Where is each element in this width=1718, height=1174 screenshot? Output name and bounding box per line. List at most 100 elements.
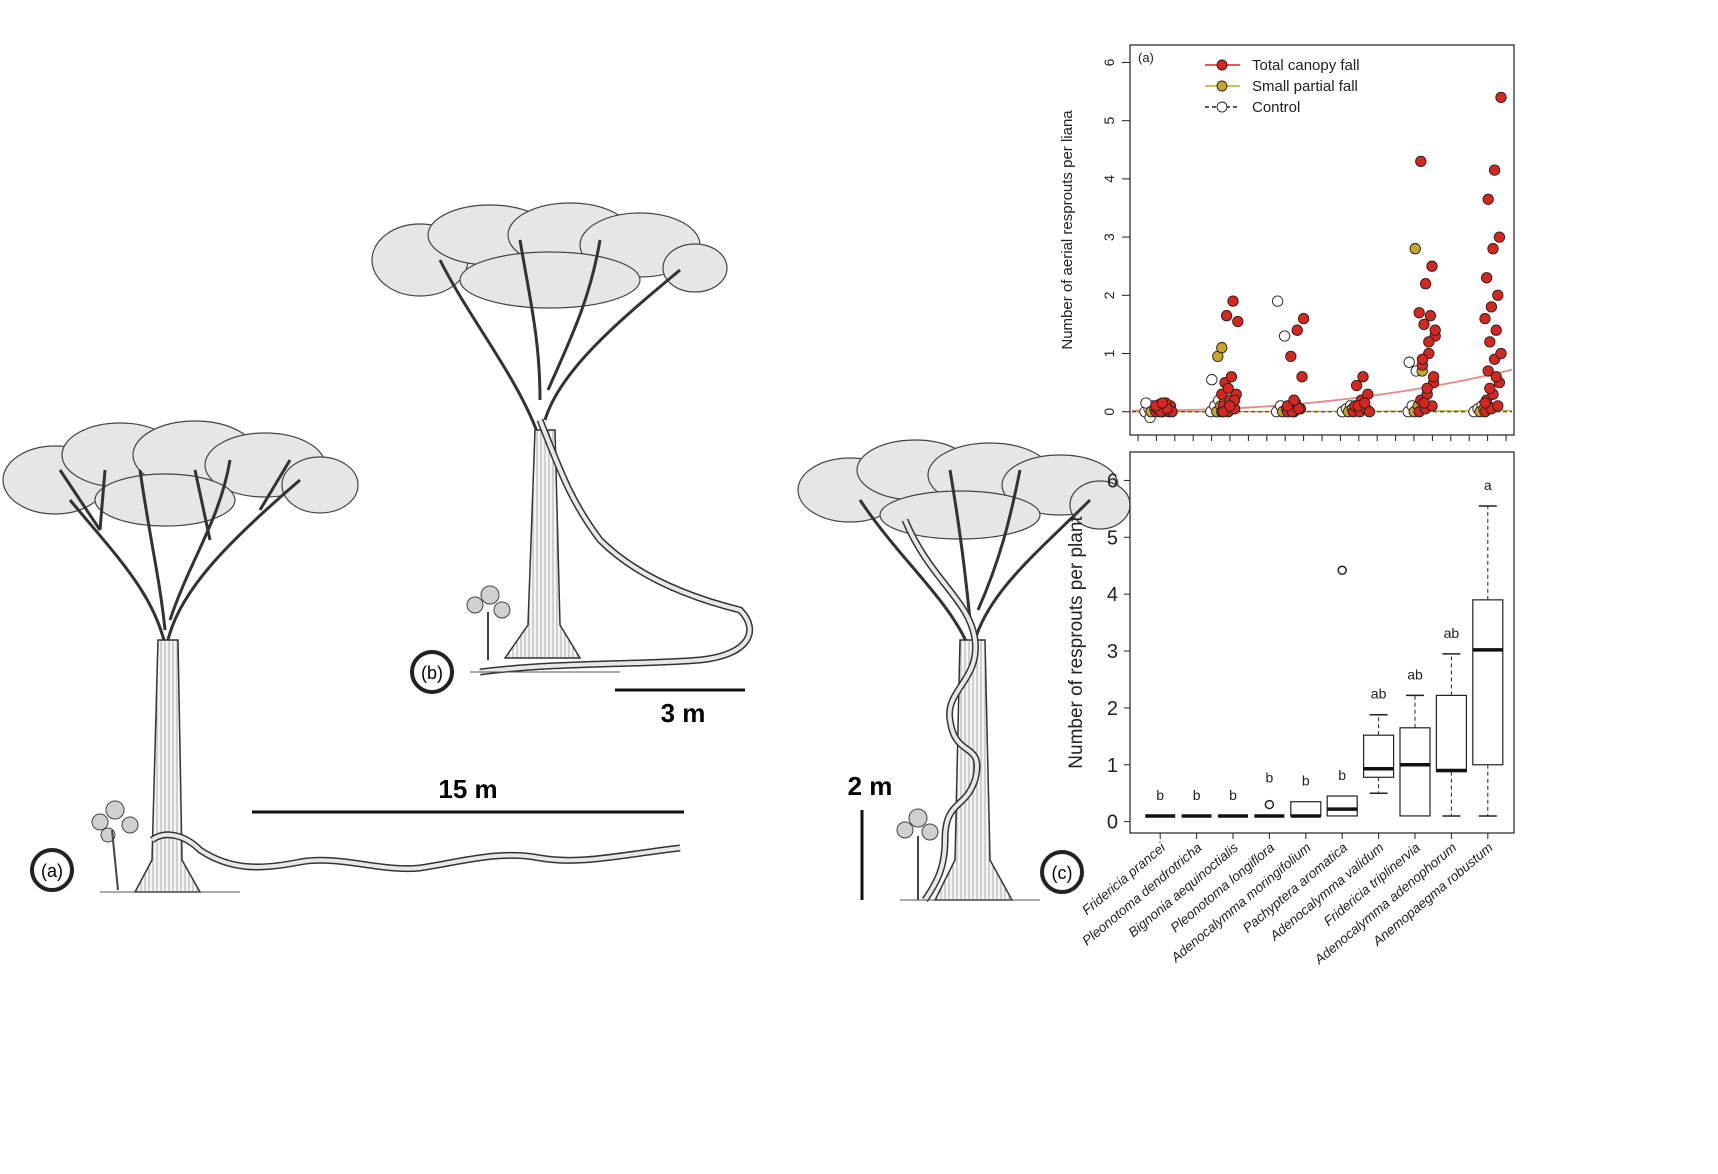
- box: [1435, 694, 1467, 773]
- scatter-point: [1288, 394, 1300, 406]
- scatter-point: [1418, 397, 1430, 409]
- group-letter: b: [1266, 770, 1274, 786]
- tree-a-canopy: [2, 420, 359, 527]
- scatter-y-tick-label: 0: [1101, 408, 1117, 416]
- boxplot-y-axis-label: Number of resprouts per plant: [1066, 516, 1087, 769]
- tree-b-liana: [479, 418, 753, 676]
- trend-line-0: [1131, 368, 1513, 412]
- group-letter: b: [1338, 767, 1346, 783]
- scatter-y-axis-label: Number of aerial resprouts per liana: [1059, 110, 1076, 350]
- group-letter: b: [1156, 787, 1164, 803]
- scatter-point: [1487, 243, 1499, 255]
- legend-marker: [1216, 80, 1228, 92]
- group-letter: ab: [1407, 666, 1423, 682]
- scatter-point: [1429, 324, 1441, 336]
- scatter-y-tick-label: 1: [1101, 349, 1117, 357]
- legend-label: Control: [1252, 99, 1300, 116]
- tree-b: [371, 202, 753, 676]
- scatter-panel-label: (a): [1138, 50, 1154, 65]
- scale-label-a: 15 m: [438, 774, 497, 804]
- scatter-point: [1479, 312, 1491, 325]
- scatter-point: [1156, 397, 1169, 409]
- scatter-point: [1488, 164, 1501, 176]
- scatter-point: [1296, 371, 1308, 383]
- scatter-point: [1227, 295, 1239, 307]
- group-letter: b: [1229, 787, 1237, 803]
- scatter-point: [1493, 231, 1506, 243]
- scatter-point: [1409, 243, 1421, 255]
- boxplot-y-tick-label: 5: [1107, 527, 1118, 549]
- scatter-point: [1480, 272, 1493, 284]
- tree-b-branches: [438, 239, 681, 441]
- panel-c-label: (c): [1040, 850, 1084, 894]
- scatter-y-tick-label: 4: [1101, 175, 1117, 183]
- scatter-point: [1495, 347, 1507, 360]
- tree-c-branches: [858, 469, 1092, 651]
- panel-a-text: (a): [41, 861, 63, 881]
- scatter-point: [1482, 365, 1494, 377]
- legend-label: Small partial fall: [1252, 78, 1358, 95]
- scatter-point: [1271, 295, 1284, 307]
- box: [1363, 734, 1395, 778]
- panel-c-text: (c): [1052, 863, 1073, 883]
- tree-b-canopy: [371, 202, 728, 309]
- scatter-point: [1419, 278, 1432, 290]
- group-letter: ab: [1444, 625, 1460, 641]
- legend-marker: [1216, 101, 1228, 113]
- tree-c: [797, 439, 1131, 902]
- scale-label-b: 3 m: [661, 698, 706, 728]
- scatter-point: [1293, 403, 1305, 415]
- scatter-axes: 0 1 2 3 4 5 6 Number of aerial resprouts per li…: [1059, 44, 1515, 441]
- scatter-point: [1423, 336, 1435, 348]
- scatter-point: [1216, 342, 1228, 354]
- scatter-point: [1220, 310, 1233, 322]
- scatter-points: [1139, 91, 1507, 424]
- scatter-point: [1418, 318, 1430, 331]
- scatter-point: [1427, 371, 1440, 383]
- boxplot-y-tick-label: 1: [1107, 755, 1118, 777]
- boxplot-axes: 0 1 2 3 4 5 6 Number of resprouts per plant: [1066, 451, 1515, 834]
- legend-marker: [1216, 59, 1228, 71]
- liana-illustration: (a) 15 m (b) 3 m: [2, 202, 1131, 902]
- scatter-point: [1222, 382, 1234, 395]
- scatter-point: [1479, 397, 1491, 409]
- scatter-point: [1285, 350, 1297, 363]
- boxplot-y-tick-label: 4: [1107, 584, 1118, 606]
- scatter-point: [1415, 155, 1427, 168]
- panel-a-label: (a): [30, 848, 74, 892]
- scatter-point: [1297, 312, 1310, 325]
- scatter-point: [1416, 353, 1429, 365]
- scatter-point: [1357, 371, 1369, 383]
- box-outlier: [1264, 799, 1275, 810]
- scatter-point: [1278, 330, 1291, 342]
- scatter-point: [1482, 193, 1494, 205]
- group-letter: a: [1484, 477, 1492, 493]
- scatter-point: [1484, 336, 1496, 348]
- panel-b-label: (b): [410, 650, 454, 694]
- scatter-point: [1485, 301, 1498, 313]
- scatter-point: [1492, 400, 1504, 412]
- boxplot-y-tick-label: 3: [1107, 641, 1118, 663]
- boxplot-y-tick-label: 6: [1107, 470, 1118, 492]
- boxplot-y-tick-label: 0: [1107, 812, 1118, 834]
- scatter-point: [1484, 382, 1496, 395]
- box: [1399, 727, 1431, 817]
- scatter-point: [1413, 307, 1425, 319]
- scatter-y-tick-label: 2: [1101, 291, 1117, 299]
- scatter-y-tick-label: 3: [1101, 233, 1117, 241]
- scatter-point: [1492, 289, 1504, 301]
- box: [1290, 801, 1322, 817]
- scatter-point: [1426, 260, 1438, 272]
- box: [1326, 795, 1358, 817]
- scatter-point: [1363, 406, 1376, 418]
- scatter-plot-frame: [1129, 44, 1515, 436]
- scatter-point: [1291, 324, 1303, 336]
- boxplot-y-tick-label: 2: [1107, 698, 1118, 720]
- scatter-point: [1490, 324, 1502, 336]
- scale-label-c: 2 m: [848, 771, 893, 801]
- scatter-legend: Total canopy fall Small partial fall Contr…: [1205, 57, 1360, 116]
- legend-label: Total canopy fall: [1252, 57, 1360, 74]
- tree-b-trunk: [503, 429, 582, 659]
- tree-a: [2, 420, 681, 893]
